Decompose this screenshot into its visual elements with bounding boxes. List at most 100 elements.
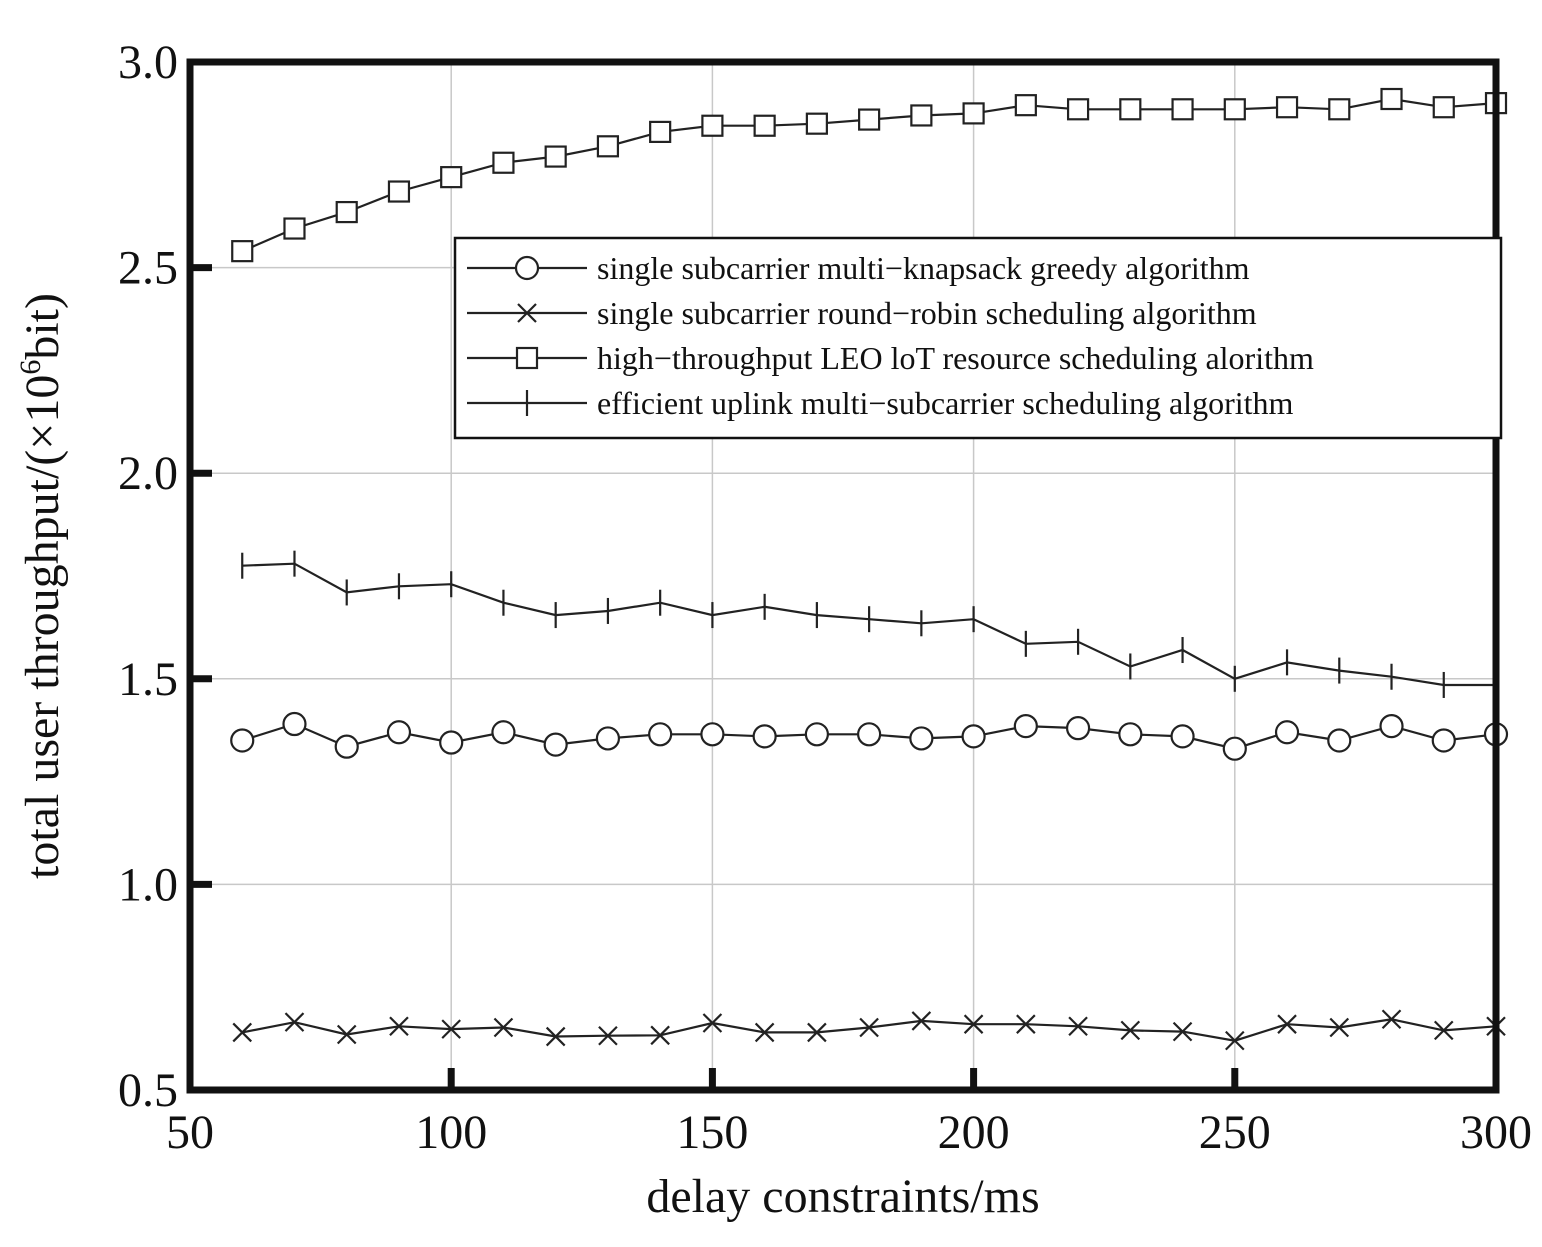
data-point-x bbox=[389, 1016, 409, 1037]
data-point-x bbox=[754, 1022, 775, 1043]
y-tick-label: 0.5 bbox=[118, 1064, 178, 1117]
legend-label: single subcarrier round−robin scheduling… bbox=[597, 295, 1257, 331]
data-point-square bbox=[1328, 98, 1351, 121]
data-point-x bbox=[963, 1014, 984, 1034]
legend-item: high−throughput LEO loT resource schedul… bbox=[467, 340, 1314, 376]
data-point-x bbox=[545, 1026, 566, 1047]
x-tick-label: 50 bbox=[166, 1106, 214, 1159]
data-point-x bbox=[493, 1017, 514, 1038]
data-point-square bbox=[858, 108, 881, 131]
y-axis-title-main: total user throughput/(×10 bbox=[16, 375, 69, 879]
data-point-x bbox=[702, 1013, 723, 1033]
data-point-circle bbox=[543, 732, 568, 757]
data-point-x bbox=[1381, 1009, 1402, 1030]
data-point-x bbox=[232, 1022, 253, 1043]
data-point-x bbox=[598, 1025, 618, 1046]
y-axis-title-end: bit) bbox=[16, 293, 69, 360]
data-point-x bbox=[1277, 1014, 1297, 1034]
data-point-x bbox=[284, 1012, 305, 1032]
grid bbox=[189, 61, 1497, 1091]
data-point-circle bbox=[1013, 713, 1038, 739]
data-point-circle bbox=[1118, 722, 1143, 747]
data-point-square bbox=[492, 151, 515, 174]
y-tick-label: 1.0 bbox=[118, 858, 178, 911]
data-point-circle bbox=[1379, 713, 1404, 739]
data-point-square bbox=[335, 200, 358, 224]
series-2 bbox=[232, 1009, 1506, 1051]
x-axis-title: delay constraints/ms bbox=[646, 1170, 1039, 1223]
data-point-circle bbox=[700, 722, 725, 747]
y-axis-title: total user throughput/(×106bit) bbox=[14, 293, 69, 879]
legend-item: efficient uplink multi−subcarrier schedu… bbox=[467, 385, 1294, 421]
data-point-square bbox=[805, 112, 828, 135]
data-point-circle bbox=[386, 720, 412, 745]
data-point-circle bbox=[595, 726, 621, 751]
legend-item: single subcarrier multi−knapsack greedy … bbox=[467, 250, 1250, 286]
data-point-circle bbox=[1274, 720, 1300, 745]
x-tick-label: 150 bbox=[676, 1106, 748, 1159]
data-point-square bbox=[1380, 87, 1403, 111]
data-point-circle bbox=[857, 722, 882, 747]
y-tick-label: 2.5 bbox=[118, 242, 178, 295]
data-point-circle bbox=[1065, 716, 1091, 741]
legend-marker-square bbox=[515, 346, 539, 370]
data-point-x bbox=[1329, 1017, 1350, 1038]
data-point-square bbox=[910, 104, 933, 127]
data-point-x bbox=[1225, 1030, 1245, 1051]
data-point-circle bbox=[1327, 728, 1352, 753]
data-point-circle bbox=[1170, 724, 1195, 749]
data-point-x bbox=[911, 1011, 932, 1031]
legend-marker-x bbox=[517, 303, 537, 323]
series-layer bbox=[230, 87, 1509, 1051]
series-line bbox=[241, 1018, 1497, 1042]
data-point-x bbox=[1433, 1020, 1454, 1041]
data-point-square bbox=[1119, 98, 1142, 121]
data-point-square bbox=[649, 120, 672, 144]
data-point-circle bbox=[752, 724, 777, 749]
y-tick-label: 2.0 bbox=[118, 447, 178, 500]
data-point-square bbox=[544, 145, 567, 168]
x-tick-label: 200 bbox=[938, 1106, 1010, 1159]
data-point-circle bbox=[909, 726, 934, 751]
data-point-square bbox=[440, 166, 463, 189]
data-point-square bbox=[1432, 96, 1455, 119]
data-point-circle bbox=[804, 722, 829, 747]
data-point-x bbox=[859, 1017, 879, 1038]
data-point-circle bbox=[1222, 736, 1247, 761]
data-point-circle bbox=[230, 728, 255, 753]
data-point-x bbox=[650, 1025, 670, 1046]
data-point-circle bbox=[1431, 728, 1456, 753]
y-tick-label: 1.5 bbox=[118, 653, 178, 706]
series-3 bbox=[231, 87, 1508, 263]
legend-item: single subcarrier round−robin scheduling… bbox=[467, 295, 1257, 331]
legend-box bbox=[453, 236, 1503, 440]
data-point-circle bbox=[491, 720, 516, 745]
data-point-square bbox=[1171, 98, 1194, 121]
data-point-square bbox=[1275, 96, 1299, 119]
legend-label: efficient uplink multi−subcarrier schedu… bbox=[597, 385, 1294, 421]
series-1 bbox=[230, 711, 1509, 761]
axes: 50 100 150 200 250 300 0.5 1.0 1.5 2.0 2.5 3.0 bbox=[118, 36, 1532, 1159]
data-point-circle bbox=[648, 722, 673, 747]
data-point-x bbox=[336, 1024, 357, 1045]
legend-label: single subcarrier multi−knapsack greedy … bbox=[597, 250, 1250, 286]
data-point-square bbox=[283, 217, 306, 240]
series-4 bbox=[241, 550, 1498, 698]
data-point-square bbox=[231, 240, 254, 263]
y-axis-title-superscript: 6 bbox=[14, 360, 47, 375]
data-point-circle bbox=[439, 730, 464, 755]
plot-frame bbox=[186, 58, 1500, 1094]
data-point-circle bbox=[282, 711, 307, 737]
legend-label: high−throughput LEO loT resource schedul… bbox=[597, 340, 1314, 376]
data-point-circle bbox=[961, 724, 986, 749]
data-point-square bbox=[1066, 98, 1090, 121]
data-point-x bbox=[441, 1019, 461, 1039]
data-point-x bbox=[807, 1022, 827, 1043]
data-point-x bbox=[1120, 1020, 1141, 1041]
legend-marker-circle bbox=[514, 255, 540, 281]
data-point-square bbox=[387, 180, 411, 203]
data-point-x bbox=[1068, 1016, 1088, 1037]
data-point-x bbox=[1016, 1014, 1036, 1034]
legend: single subcarrier multi−knapsack greedy … bbox=[453, 236, 1503, 440]
